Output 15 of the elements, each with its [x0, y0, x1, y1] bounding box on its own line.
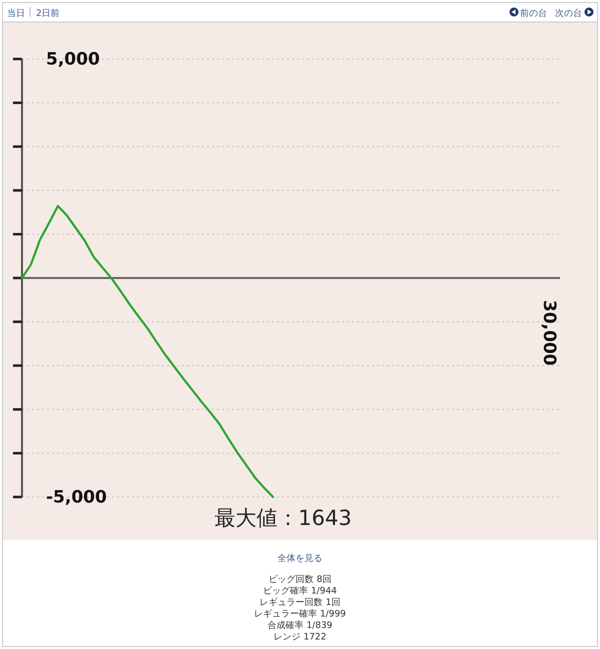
- text: 最大値：1643: [214, 506, 352, 530]
- text: レギュラー回数 1回: [260, 597, 340, 608]
- text: レギュラー確率 1/999: [254, 608, 346, 620]
- text: ビッグ回数 8回: [268, 574, 332, 585]
- text: 前の台: [520, 8, 547, 19]
- text: 2日前: [36, 8, 60, 19]
- text: 全体を見る: [278, 553, 322, 564]
- text: 次の台: [555, 8, 582, 19]
- text: 合成確率 1/839: [268, 620, 333, 631]
- text: レンジ 1722: [274, 632, 326, 642]
- annotation: 30,000: [539, 300, 560, 366]
- text: ビッグ確率 1/944: [263, 586, 338, 596]
- y-tick-label: 5,000: [46, 49, 100, 70]
- text: 当日: [7, 8, 25, 19]
- y-tick-label: -5,000: [46, 487, 107, 508]
